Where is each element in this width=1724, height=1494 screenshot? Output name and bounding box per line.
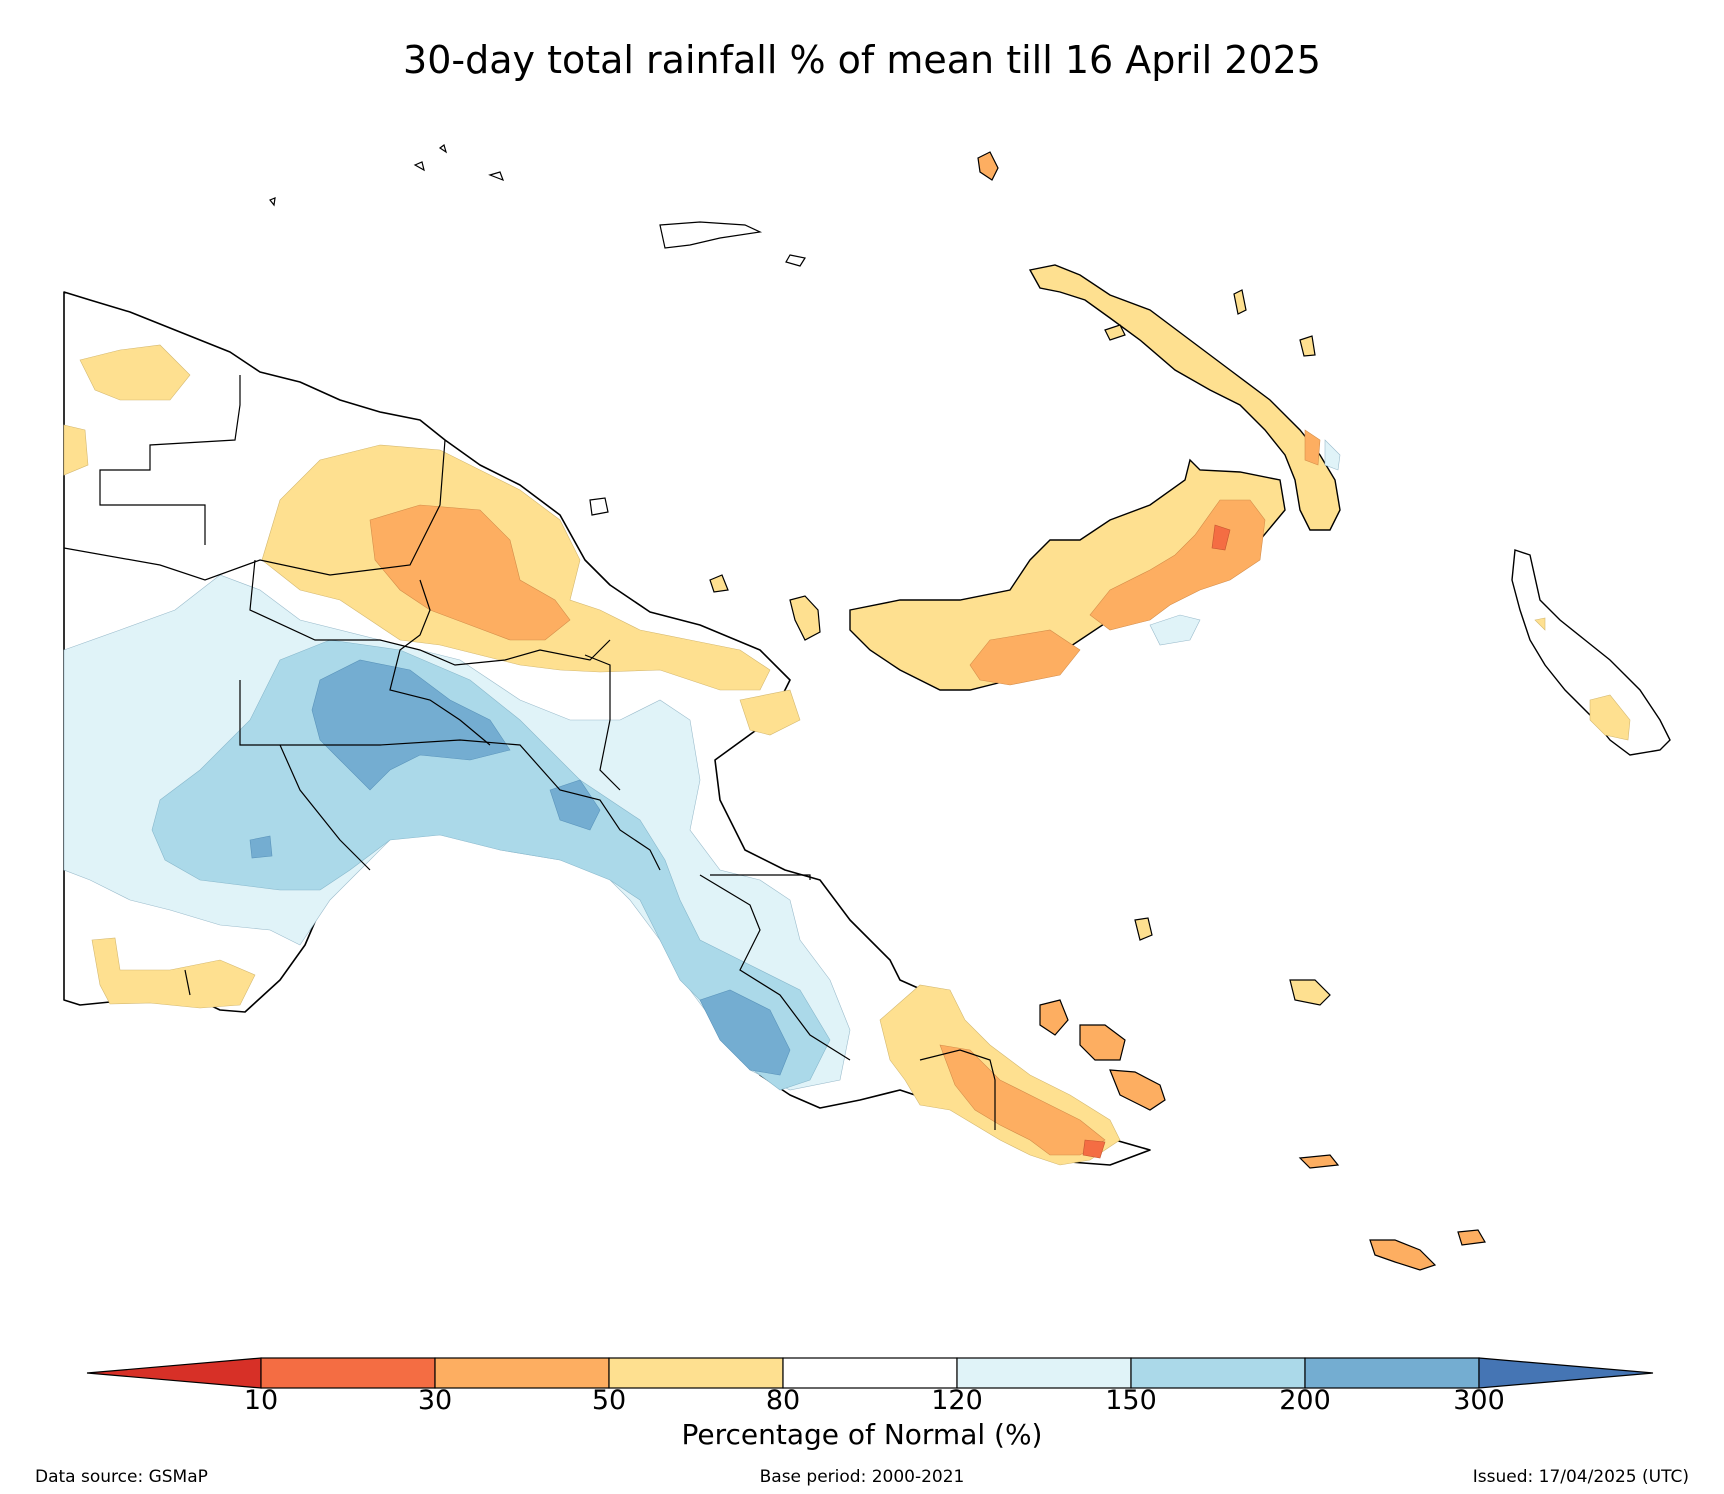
colorbar-bin-80-120	[782, 1357, 958, 1389]
base-period-note: Base period: 2000-2021	[759, 1467, 965, 1487]
new-britain	[849, 458, 1286, 691]
colorbar-bin-200-300	[1304, 1357, 1480, 1389]
new-britain-wet	[1149, 614, 1201, 646]
colorbar-bin-10-30	[260, 1357, 436, 1389]
colorbar-tick-label: 120	[931, 1385, 983, 1416]
dry-area-50-80-west	[63, 344, 191, 476]
milne-bay-islands	[1039, 917, 1486, 1271]
colorbar-tick-label: 80	[765, 1385, 801, 1416]
colorbar-title: Percentage of Normal (%)	[681, 1418, 1043, 1451]
colorbar-tick-label: 10	[243, 1385, 279, 1416]
colorbar-tick-label: 200	[1279, 1385, 1331, 1416]
colorbar-bin-150-200	[1130, 1357, 1306, 1389]
mainland-new-guinea	[63, 291, 1151, 1166]
northern-islands-dry	[589, 151, 1316, 641]
dry-area-30-50-papua	[939, 1044, 1106, 1156]
colorbar-tick-label: 300	[1453, 1385, 1505, 1416]
wet-area-200-300	[249, 659, 791, 1076]
wet-area-150-200	[151, 639, 831, 1091]
colorbar-tick-label: 50	[591, 1385, 627, 1416]
colorbar-bin-under	[86, 1357, 262, 1389]
colorbar	[86, 1357, 1654, 1389]
manus-islands	[269, 143, 806, 267]
dry-area-10-30-papua	[1082, 1139, 1106, 1159]
colorbar-tick-label: 150	[1105, 1385, 1157, 1416]
new-ireland	[1028, 264, 1341, 531]
new-britain-base	[849, 458, 1286, 691]
new-britain-30-50	[969, 499, 1266, 686]
colorbar-bin-50-80	[608, 1357, 784, 1389]
dry-area-30-50-north	[369, 504, 571, 641]
data-source-note: Data source: GSMaP	[35, 1467, 208, 1487]
colorbar-bin-120-150	[956, 1357, 1132, 1389]
map-title: 30-day total rainfall % of mean till 16 …	[403, 38, 1321, 82]
issued-note: Issued: 17/04/2025 (UTC)	[1472, 1467, 1689, 1487]
province-boundaries	[63, 375, 996, 1130]
colorbar-bin-over	[1478, 1357, 1654, 1389]
new-britain-10-30	[1211, 524, 1231, 551]
colorbar-bin-30-50	[434, 1357, 610, 1389]
dry-area-50-80-east	[739, 689, 801, 736]
bougainville	[1511, 549, 1671, 756]
colorbar-tick-label: 30	[417, 1385, 453, 1416]
dry-area-50-80-southwest	[91, 937, 256, 1009]
